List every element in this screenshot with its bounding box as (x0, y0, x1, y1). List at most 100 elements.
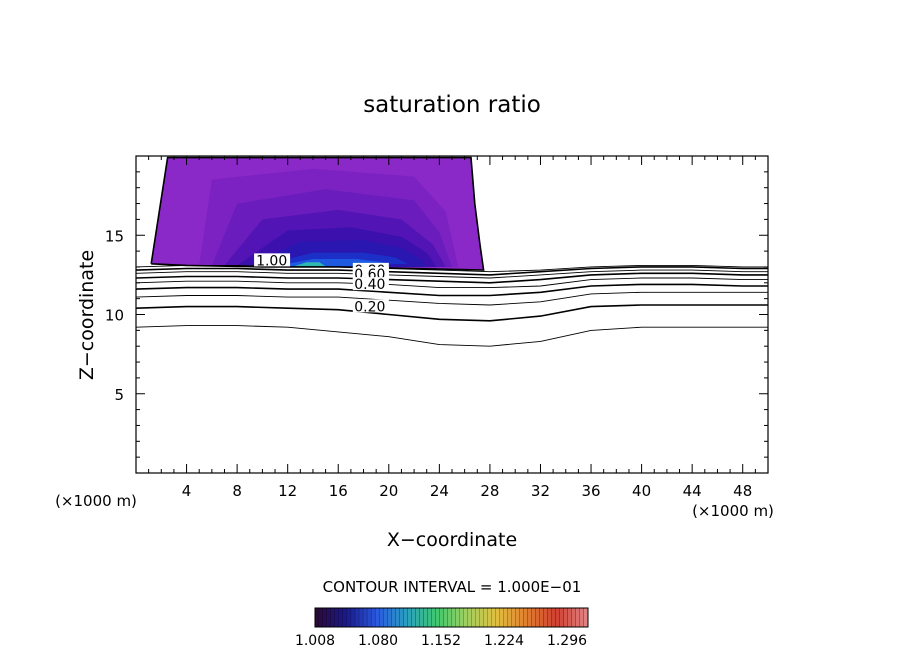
x-tick-label: 24 (430, 482, 449, 500)
colorbar-cell-14 (371, 608, 376, 627)
colorbar-cell-1 (319, 608, 324, 627)
colorbar-cell-21 (399, 608, 404, 627)
y-unit-label: (×1000 m) (55, 492, 137, 510)
contour-label-bg-3 (352, 277, 389, 291)
contour-label-0: 1.00 (256, 253, 287, 269)
colorbar-cell-2 (323, 608, 328, 627)
colorbar-cell-48 (507, 608, 512, 627)
y-tick-label: 10 (105, 307, 124, 325)
supersaturation-boundary (150, 156, 485, 271)
colorbar-cell-15 (375, 608, 380, 627)
colorbar-cell-58 (547, 608, 553, 627)
contour-interval-label: CONTOUR INTERVAL = 1.000E−01 (323, 578, 582, 596)
colorbar-cell-61 (559, 608, 565, 627)
contour-line-4 (136, 277, 768, 289)
x-tick-label: 4 (182, 482, 192, 500)
colorbar-cell-65 (575, 608, 581, 627)
colorbar-tick-label: 1.296 (547, 633, 587, 649)
x-tick-label: 8 (232, 482, 242, 500)
contour-line-6 (136, 269, 768, 279)
contour-label-3: 0.40 (354, 277, 385, 293)
colorbar-cell-33 (447, 608, 452, 627)
colorbar-tick-label: 1.152 (421, 633, 461, 649)
colorbar-cell-19 (391, 608, 396, 627)
colorbar-cell-37 (463, 608, 468, 627)
x-axis-label: X−coordinate (387, 529, 517, 551)
colorbar-cell-63 (567, 608, 573, 627)
colorbar-cell-30 (435, 608, 440, 627)
x-unit-label: (×1000 m) (692, 502, 774, 520)
colorbar-cell-32 (443, 608, 448, 627)
colorbar-cell-22 (403, 608, 408, 627)
colorbar-cell-45 (495, 608, 500, 627)
contour-label-bg-4 (352, 299, 389, 313)
x-tick-label: 48 (733, 482, 752, 500)
colorbar-cell-36 (459, 608, 464, 627)
y-tick-labels: 5 10 15 (105, 227, 124, 404)
colorbar-cell-55 (535, 608, 541, 627)
colorbar-cell-38 (467, 608, 472, 627)
x-tick-label: 40 (632, 482, 651, 500)
contour-line-5 (136, 272, 768, 284)
x-tick-label: 36 (581, 482, 600, 500)
colorbar-cell-62 (563, 608, 569, 627)
colorbar-cell-3 (327, 608, 332, 627)
colorbar-cell-0 (315, 608, 320, 627)
colorbar-cell-20 (395, 608, 400, 627)
contour-label-bg-0 (254, 253, 291, 267)
x-tick-label: 16 (329, 482, 348, 500)
colorbar-cell-25 (415, 608, 420, 627)
colorbar-cell-59 (551, 608, 557, 627)
contour-line-8 (136, 264, 768, 273)
colorbar-cell-4 (331, 608, 336, 627)
colorbar-cell-5 (335, 608, 340, 627)
colorbar-cell-24 (411, 608, 416, 627)
colorbar-cell-27 (423, 608, 428, 627)
x-tick-label: 12 (278, 482, 297, 500)
colorbar-frame (314, 607, 589, 628)
colorbar-cell-8 (347, 608, 352, 627)
colorbar-cell-52 (523, 608, 528, 627)
colorbar-cell-40 (475, 608, 480, 627)
colorbar-cell-11 (359, 608, 364, 627)
axis-ticks (136, 156, 768, 473)
colorbar-cell-12 (363, 608, 368, 627)
colorbar-cell-28 (427, 608, 432, 627)
colorbar-cell-16 (379, 608, 384, 627)
colorbar-cell-34 (451, 608, 456, 627)
colorbar-cell-17 (383, 608, 388, 627)
contour-line-7 (136, 266, 768, 276)
colorbar-cell-6 (339, 608, 344, 627)
colorbar-cell-31 (439, 608, 444, 627)
colorbar-cell-49 (511, 608, 516, 627)
colorbar-cell-26 (419, 608, 424, 627)
colorbar-cell-54 (531, 608, 536, 627)
colorbar-cell-9 (351, 608, 356, 627)
chart-title: saturation ratio (363, 92, 541, 118)
contour-line-2 (136, 291, 768, 306)
colorbar-cell-39 (471, 608, 476, 627)
colorbar-cell-64 (571, 608, 577, 627)
colorbar-tick-labels: 1.008 1.080 1.152 1.224 1.296 (295, 633, 587, 649)
colorbar-cell-66 (579, 608, 585, 627)
colorbar-cell-44 (491, 608, 496, 627)
contour-line-1 (136, 304, 768, 322)
contour-lines (136, 264, 768, 347)
colorbar-cell-18 (387, 608, 392, 627)
contour-label-4: 0.20 (354, 299, 385, 315)
colorbar-cell-42 (483, 608, 488, 627)
colorbar-cell-13 (367, 608, 372, 627)
colorbar (315, 608, 589, 627)
y-axis-label: Z−coordinate (76, 250, 98, 380)
contour-labels: 1.000.800.600.400.20 (254, 253, 389, 315)
colorbar-cell-43 (487, 608, 492, 627)
colorbar-cell-67 (583, 608, 589, 627)
colorbar-cell-46 (499, 608, 504, 627)
x-tick-labels: 4 8 12 16 20 24 28 32 36 40 44 48 (182, 482, 752, 500)
colorbar-cell-56 (539, 608, 545, 627)
contour-label-bg-2 (352, 266, 389, 280)
colorbar-cell-35 (455, 608, 460, 627)
colorbar-cell-23 (407, 608, 412, 627)
colorbar-cell-47 (503, 608, 508, 627)
